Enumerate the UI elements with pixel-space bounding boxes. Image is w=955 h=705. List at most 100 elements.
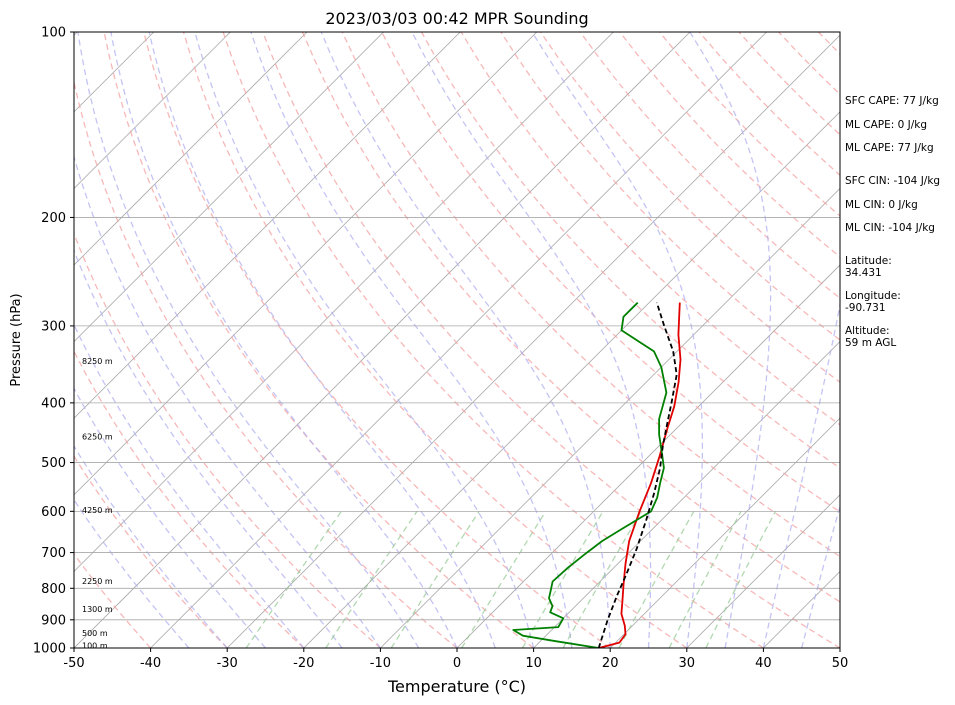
isotherm-line	[380, 187, 840, 648]
isotherm-line	[74, 32, 308, 266]
moist-adiabat-line	[74, 498, 190, 648]
moist-adiabat-line	[531, 32, 704, 648]
height-label: 6250 m	[82, 433, 113, 442]
chart-title: 2023/03/03 00:42 MPR Sounding	[325, 9, 588, 28]
dry-adiabat-line	[182, 32, 688, 648]
mixing-ratio-line	[618, 510, 695, 648]
annotations-panel: SFC CAPE: 77 J/kg ML CAPE: 0 J/kg ML CAP…	[845, 95, 940, 349]
latitude-value: 34.431	[845, 267, 882, 279]
moist-adiabat-line	[148, 32, 496, 648]
x-tick-label: 20	[602, 656, 619, 671]
x-tick-label: 30	[679, 656, 696, 671]
x-tick-label: -20	[293, 656, 314, 671]
series-line-1	[512, 301, 668, 648]
moist-adiabat-line	[411, 32, 652, 648]
isobar-grid	[74, 31, 840, 649]
x-tick-label: -50	[63, 656, 84, 671]
y-tick-label: 500	[41, 456, 66, 471]
x-tick-label: -30	[217, 656, 238, 671]
moist-adiabat-line	[74, 248, 343, 648]
isotherm-line	[0, 32, 1, 648]
y-tick-label: 800	[41, 582, 66, 597]
dry-adiabat-line	[143, 32, 611, 648]
ml-cape-text: ML CAPE: 0 J/kg	[845, 119, 927, 131]
y-tick-label: 600	[41, 505, 66, 520]
x-axis-ticks: -50 -40 -30 -20 -10 0 10 20 30 40 50	[63, 648, 848, 671]
moist-adiabat-line	[320, 32, 611, 648]
longitude-value: -90.731	[845, 302, 886, 314]
height-labels: 8250 m 6250 m 4250 m 2250 m 1300 m 500 m 100 m	[82, 357, 113, 650]
x-tick-label: 50	[832, 656, 849, 671]
series-line-2	[597, 302, 678, 648]
isotherm-line	[74, 32, 461, 419]
isotherm-line	[74, 32, 384, 343]
mixing-ratio-line	[562, 510, 642, 648]
isotherm-line	[74, 32, 538, 496]
isotherm-line	[74, 32, 614, 572]
dry-adiabat-line	[74, 79, 458, 648]
dry-adiabat-line	[262, 32, 840, 648]
dry-adiabat-line	[74, 231, 381, 648]
dry-adiabat-line	[74, 454, 228, 648]
mixing-ratio-line	[461, 510, 547, 648]
moist-adiabat-line	[74, 444, 228, 648]
y-tick-label: 700	[41, 546, 66, 561]
x-tick-label: -40	[140, 656, 161, 671]
isotherm-line	[303, 111, 840, 648]
isotherm-line	[609, 417, 840, 648]
moist-adiabat-line	[762, 301, 840, 648]
series-line-0	[598, 302, 682, 648]
ml-cin-2-text: ML CIN: -104 J/kg	[845, 222, 935, 234]
moist-adiabat-line	[689, 32, 772, 648]
height-label: 500 m	[82, 629, 108, 638]
longitude-label: Longitude:	[845, 290, 901, 302]
height-label: 100 m	[82, 641, 108, 650]
dry-adiabat-line	[103, 32, 534, 648]
isotherm-line	[74, 32, 691, 648]
x-tick-label: 0	[453, 656, 461, 671]
isotherm-line	[456, 264, 840, 648]
isotherm-line	[533, 341, 840, 648]
x-tick-label: 40	[755, 656, 772, 671]
y-tick-label: 300	[41, 319, 66, 334]
ml-cin-text: ML CIN: 0 J/kg	[845, 199, 918, 211]
dry-adiabat-line	[579, 32, 840, 300]
dry-adiabat-line	[222, 32, 764, 648]
moist-adiabat-line	[801, 504, 840, 648]
moist-adiabat-line	[77, 32, 420, 648]
x-tick-label: 10	[525, 656, 542, 671]
ml-cape-2-text: ML CAPE: 77 J/kg	[845, 142, 934, 154]
sfc-cin-text: SFC CIN: -104 J/kg	[845, 175, 940, 187]
dry-adiabat-line	[74, 349, 305, 648]
isotherm-line	[686, 494, 840, 648]
y-tick-label: 900	[41, 613, 66, 628]
y-tick-label: 400	[41, 396, 66, 411]
height-label: 1300 m	[82, 605, 113, 614]
mixing-ratio-line	[521, 510, 604, 648]
sfc-cape-text: SFC CAPE: 77 J/kg	[845, 95, 939, 107]
mixing-ratio-line	[668, 510, 742, 648]
latitude-label: Latitude:	[845, 255, 892, 267]
moist-adiabat-line	[194, 32, 535, 648]
mixing-ratio-line	[245, 510, 342, 648]
y-tick-label: 200	[41, 211, 66, 226]
moist-adiabat-line	[110, 32, 458, 648]
moist-adiabat-line	[250, 32, 573, 648]
y-tick-label: 100	[41, 26, 66, 41]
isotherm-line	[226, 34, 840, 648]
isotherm-line	[150, 32, 767, 648]
height-label: 8250 m	[82, 357, 113, 366]
altitude-label: Altitude:	[845, 325, 890, 337]
x-tick-label: -10	[370, 656, 391, 671]
moist-adiabat-line	[74, 154, 381, 648]
height-label: 4250 m	[82, 506, 113, 515]
moist-adiabat-line	[74, 387, 266, 648]
series-layer	[512, 301, 682, 648]
isotherm-line	[74, 32, 231, 189]
mixing-ratio-line	[325, 510, 418, 648]
y-axis-label: Pressure (hPa)	[9, 293, 24, 386]
height-label: 2250 m	[82, 577, 113, 586]
x-axis-label: Temperature (°C)	[387, 677, 526, 696]
mixing-ratio-line	[705, 510, 777, 648]
